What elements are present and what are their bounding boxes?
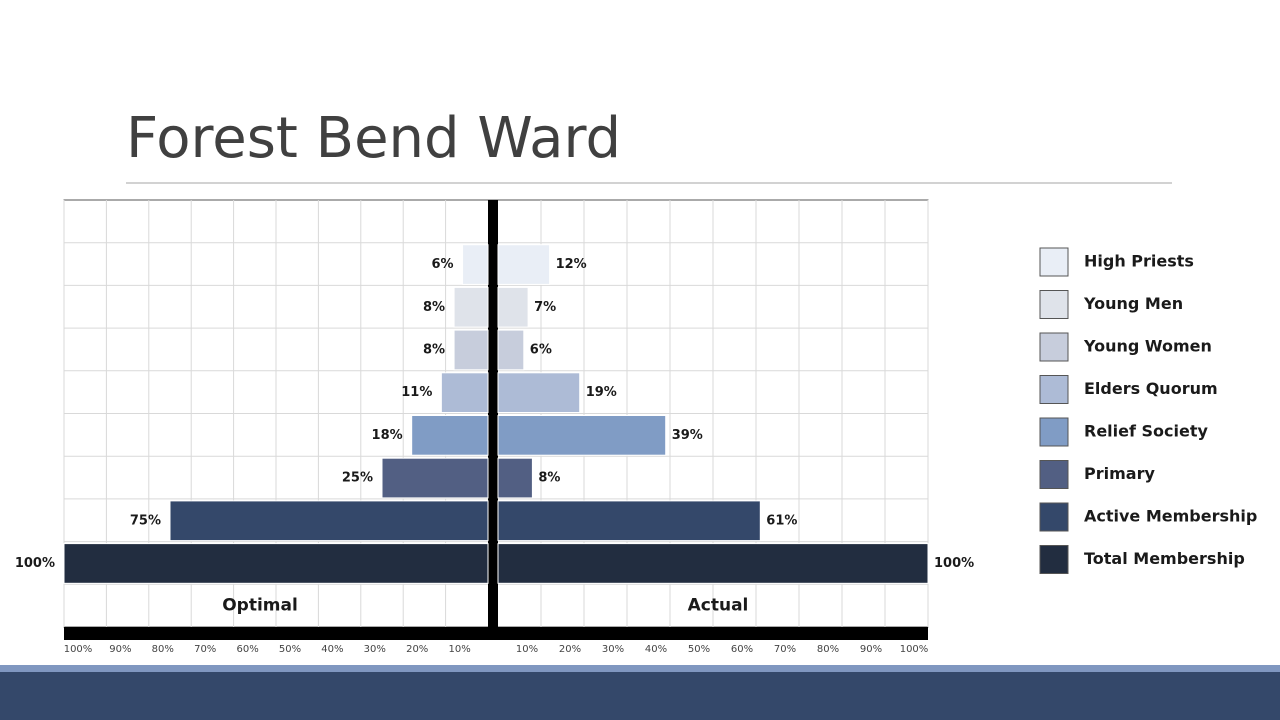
bar	[462, 244, 489, 285]
bar	[497, 244, 551, 285]
bar	[497, 286, 529, 328]
legend-label: Elders Quorum	[1084, 379, 1218, 398]
bar	[453, 286, 489, 328]
x-tick-label: 30%	[364, 644, 386, 655]
bar	[440, 372, 489, 413]
value-label: 11%	[401, 385, 432, 400]
legend-swatch	[1039, 502, 1069, 532]
footer-stripe	[0, 665, 1280, 672]
legend-label: Total Membership	[1084, 549, 1245, 568]
value-label: 6%	[530, 342, 552, 357]
x-tick-label: 60%	[236, 644, 258, 655]
bar	[497, 329, 525, 371]
x-tick-label: 40%	[645, 644, 667, 655]
x-tick-label: 20%	[406, 644, 428, 655]
footer-band	[0, 672, 1280, 720]
value-label: 39%	[672, 428, 703, 443]
legend-swatch	[1039, 417, 1069, 447]
bar	[497, 457, 533, 499]
legend-swatch	[1039, 290, 1069, 319]
x-tick-label: 90%	[860, 644, 882, 655]
bar	[497, 543, 929, 584]
value-label: 19%	[586, 385, 617, 400]
value-label: 75%	[130, 513, 161, 528]
value-label: 100%	[15, 556, 55, 571]
x-tick-label: 90%	[109, 644, 131, 655]
x-tick-label: 70%	[774, 644, 796, 655]
series-label: Actual	[688, 596, 749, 616]
legend-label: Young Women	[1083, 337, 1212, 356]
legend-label: High Priests	[1084, 252, 1194, 271]
x-tick-label: 20%	[559, 644, 581, 655]
legend-swatch	[1039, 545, 1069, 574]
legend-swatch	[1039, 332, 1069, 362]
x-tick-label: 80%	[152, 644, 174, 655]
bar	[497, 500, 761, 542]
x-tick-label: 30%	[602, 644, 624, 655]
value-label: 8%	[423, 300, 445, 315]
bar	[497, 372, 581, 413]
chart-title: Forest Bend Ward	[126, 106, 621, 171]
legend-label: Relief Society	[1084, 422, 1209, 441]
legend-label: Primary	[1084, 464, 1155, 483]
value-label: 6%	[431, 257, 453, 272]
value-label: 25%	[342, 471, 373, 486]
legend-swatch	[1039, 375, 1069, 404]
value-label: 100%	[934, 556, 974, 571]
x-tick-label: 100%	[900, 644, 929, 655]
bar	[411, 415, 489, 456]
x-tick-label: 80%	[817, 644, 839, 655]
legend-label: Active Membership	[1084, 507, 1257, 526]
bar	[381, 457, 489, 499]
x-tick-label: 100%	[64, 644, 93, 655]
value-label: 12%	[556, 257, 587, 272]
x-tick-label: 40%	[321, 644, 343, 655]
legend-swatch	[1039, 247, 1069, 277]
x-tick-label: 70%	[194, 644, 216, 655]
x-tick-label: 60%	[731, 644, 753, 655]
bar	[453, 329, 489, 371]
base-axis	[64, 627, 928, 640]
series-label: Optimal	[222, 596, 298, 616]
value-label: 8%	[538, 471, 560, 486]
value-label: 61%	[766, 513, 797, 528]
value-label: 18%	[372, 428, 403, 443]
legend-label: Young Men	[1083, 294, 1183, 313]
center-axis	[488, 200, 498, 627]
x-tick-label: 10%	[448, 644, 470, 655]
legend-swatch	[1039, 460, 1069, 489]
bar	[497, 415, 667, 456]
x-tick-label: 50%	[279, 644, 301, 655]
value-label: 7%	[534, 300, 556, 315]
x-tick-label: 50%	[688, 644, 710, 655]
bar	[169, 500, 489, 542]
bar	[63, 543, 489, 584]
x-tick-label: 10%	[516, 644, 538, 655]
value-label: 8%	[423, 342, 445, 357]
